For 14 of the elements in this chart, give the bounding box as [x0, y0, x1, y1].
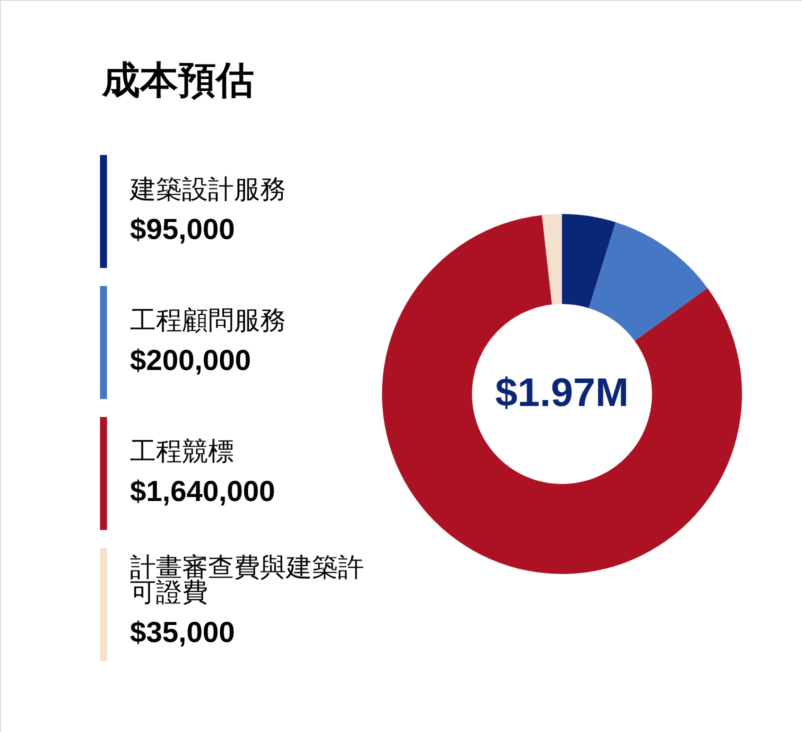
data-label: $35,000: [130, 617, 235, 649]
legend-label: 工程顧問服務: [130, 305, 286, 335]
data-label: $1,640,000: [130, 476, 276, 508]
data-label: $200,000: [130, 345, 251, 377]
donut-slice: [382, 215, 742, 574]
chart-title: 成本預估: [101, 60, 254, 102]
legend-label: 工程競標: [130, 436, 234, 466]
legend-label: 計畫審查費與建築許可證費: [130, 552, 364, 607]
data-label: $95,000: [130, 214, 235, 246]
donut-slice: [588, 222, 708, 341]
donut-slice: [562, 214, 616, 308]
donut-slice: [542, 214, 562, 305]
text: $1.97M: [495, 371, 629, 415]
legend-label: 建築設計服務: [129, 174, 286, 204]
